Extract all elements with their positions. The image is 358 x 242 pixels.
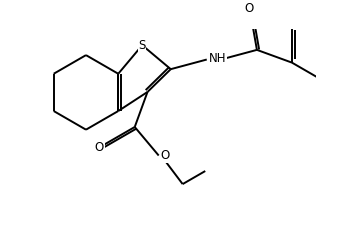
Text: S: S: [139, 39, 146, 52]
Text: O: O: [95, 141, 104, 154]
Text: O: O: [160, 149, 170, 162]
Text: NH: NH: [209, 52, 226, 65]
Text: O: O: [244, 2, 253, 15]
